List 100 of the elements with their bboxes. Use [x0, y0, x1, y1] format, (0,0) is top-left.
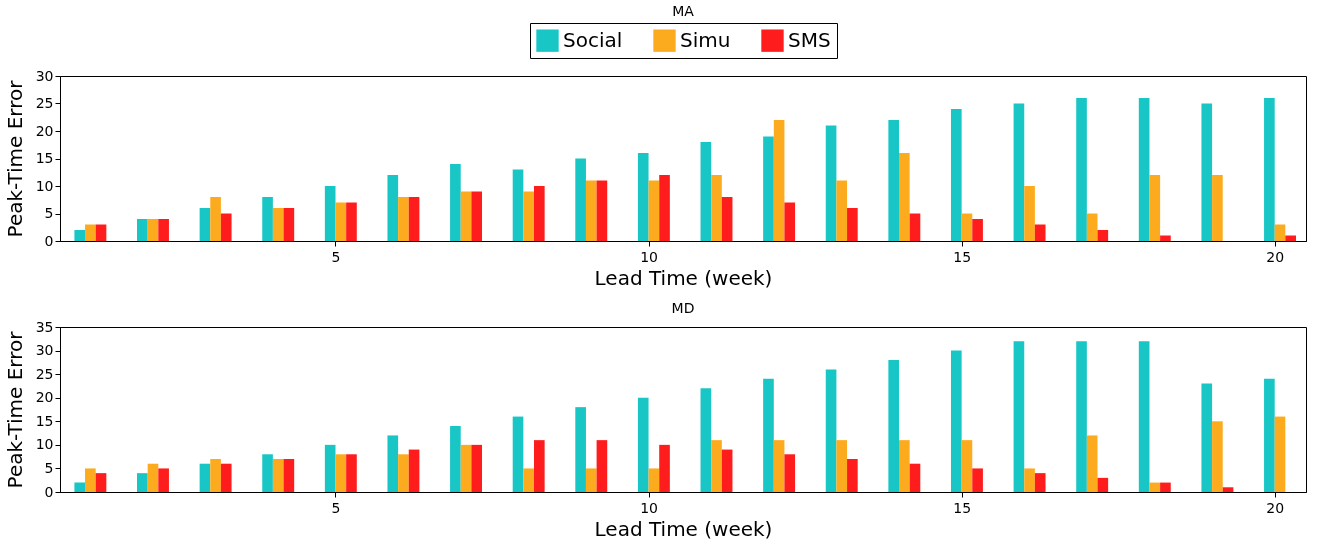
y-tick-label: 20 [35, 389, 54, 406]
y-axis-title: Peak-Time Error [2, 79, 27, 238]
bar [1274, 416, 1286, 492]
bar [888, 120, 900, 241]
bar [523, 468, 534, 492]
bar [471, 444, 483, 492]
bar [773, 440, 785, 492]
x-tick-label: 10 [640, 248, 658, 265]
bar [147, 463, 159, 492]
bar [210, 197, 221, 241]
bar [512, 169, 524, 241]
bar [346, 202, 357, 241]
y-tick-label: 10 [35, 177, 54, 194]
bar [825, 369, 837, 492]
bar [1274, 224, 1286, 241]
bar [961, 440, 973, 492]
bar [575, 407, 586, 492]
y-tick-label: 10 [35, 436, 54, 453]
bar [1086, 213, 1098, 241]
bar [637, 153, 649, 241]
bar [199, 463, 211, 492]
bar [825, 125, 837, 241]
bar [335, 202, 347, 241]
legend-label: Simu [680, 27, 731, 52]
bar [648, 180, 660, 241]
bar [585, 180, 597, 241]
bar [283, 208, 295, 241]
bar [899, 153, 910, 241]
bar [700, 142, 712, 241]
bar [450, 426, 461, 492]
bar [512, 416, 524, 492]
bar [836, 440, 848, 492]
bar [596, 180, 608, 241]
bar [972, 219, 983, 241]
chart-title: MA [672, 2, 695, 19]
y-tick-label: 0 [44, 483, 54, 500]
bar [85, 468, 96, 492]
bar [398, 197, 409, 241]
bar [147, 219, 159, 241]
bar [1024, 468, 1035, 492]
bar [335, 454, 347, 492]
bar [909, 463, 921, 492]
bar [659, 444, 670, 492]
bar [596, 440, 608, 492]
bar [74, 230, 86, 241]
bar [1076, 341, 1087, 492]
y-tick-label: 25 [35, 365, 54, 382]
bar [909, 213, 921, 241]
bar [324, 186, 336, 241]
bar [1160, 235, 1171, 241]
bar [1160, 482, 1171, 492]
bar [972, 468, 983, 492]
bar [950, 109, 962, 241]
bar [1285, 235, 1296, 241]
bar [711, 175, 722, 241]
bar [283, 459, 295, 492]
bar [450, 164, 461, 241]
y-tick-label: 20 [35, 122, 54, 139]
legend-label: SMS [788, 27, 831, 52]
bar [74, 482, 86, 492]
bar [950, 350, 962, 492]
x-tick-label: 15 [953, 248, 972, 265]
bar [137, 473, 148, 492]
bar [1024, 186, 1035, 241]
bar [1013, 341, 1025, 492]
bar [711, 440, 722, 492]
bar [700, 388, 712, 492]
bar [1013, 103, 1025, 241]
x-tick-label: 20 [1266, 248, 1285, 265]
bar [398, 454, 409, 492]
bar [95, 473, 107, 492]
bar [95, 224, 107, 241]
y-axis-title: Peak-Time Error [2, 330, 27, 489]
bar [763, 136, 774, 241]
bar [1076, 98, 1087, 241]
bar [471, 191, 483, 241]
bar [262, 454, 273, 492]
bar [408, 197, 420, 241]
bar [387, 435, 399, 492]
bar [784, 454, 796, 492]
x-axis-title: Lead Time (week) [594, 265, 773, 290]
x-tick-label: 5 [331, 248, 341, 265]
bar [773, 120, 785, 241]
bar [324, 444, 336, 492]
bar [575, 158, 586, 241]
bar [158, 219, 169, 241]
bar [408, 449, 420, 492]
bar [272, 459, 284, 492]
bar [836, 180, 848, 241]
y-tick-label: 30 [35, 67, 54, 84]
chart-title: MD [671, 300, 695, 316]
x-tick-label: 5 [331, 499, 341, 516]
bar [847, 208, 858, 241]
y-tick-label: 5 [44, 459, 54, 476]
bar [1201, 103, 1213, 241]
bar [659, 175, 670, 241]
bar [847, 459, 858, 492]
x-tick-label: 10 [640, 499, 658, 516]
bar [346, 454, 357, 492]
bar [1222, 487, 1234, 492]
